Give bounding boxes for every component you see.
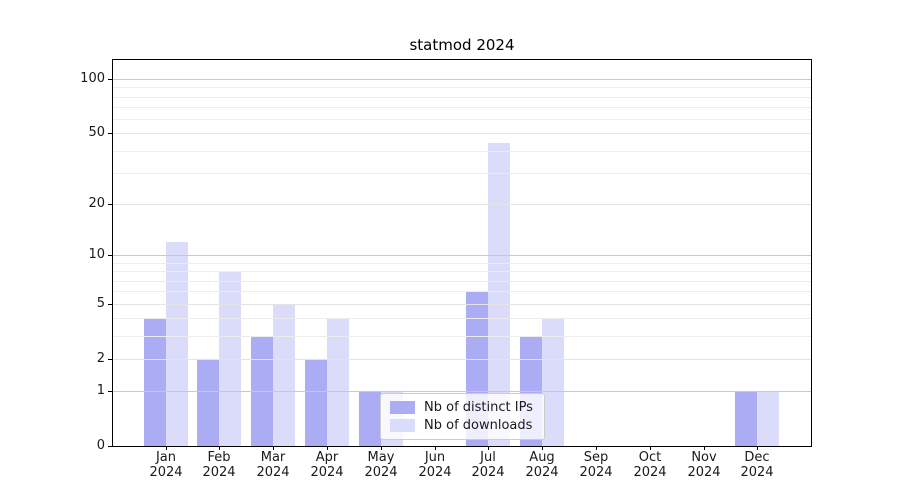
y-tick-5 xyxy=(108,304,112,305)
y-tick-label-20: 20 xyxy=(88,196,105,211)
minor-gridline-8 xyxy=(113,271,811,272)
bar-distinct-ips-may xyxy=(359,390,381,446)
plot-area xyxy=(112,59,812,447)
x-tick-label-aug: Aug 2024 xyxy=(525,450,559,480)
x-tick-dec xyxy=(757,446,758,450)
legend-label-distinct-ips: Nb of distinct IPs xyxy=(424,400,533,415)
major-gridline-50 xyxy=(113,133,811,134)
x-tick-jan xyxy=(166,446,167,450)
minor-gridline-9 xyxy=(113,263,811,264)
x-tick-jul xyxy=(488,446,489,450)
minor-gridline-80 xyxy=(113,97,811,98)
x-tick-label-nov: Nov 2024 xyxy=(687,450,721,480)
bar-downloads-apr xyxy=(327,318,349,446)
x-tick-label-sep: Sep 2024 xyxy=(579,450,613,480)
y-tick-label-100: 100 xyxy=(80,71,105,86)
y-tick-20 xyxy=(108,204,112,205)
x-tick-jun xyxy=(435,446,436,450)
x-tick-apr xyxy=(327,446,328,450)
legend-item-distinct-ips: Nb of distinct IPs xyxy=(390,400,535,415)
x-tick-label-jun: Jun 2024 xyxy=(418,450,452,480)
major-gridline-10 xyxy=(113,255,811,256)
x-tick-label-jul: Jul 2024 xyxy=(471,450,505,480)
major-gridline-20 xyxy=(113,204,811,205)
bar-distinct-ips-jan xyxy=(144,318,166,446)
legend-item-downloads: Nb of downloads xyxy=(390,418,535,433)
x-tick-label-dec: Dec 2024 xyxy=(740,450,774,480)
y-tick-label-2: 2 xyxy=(96,351,105,366)
y-tick-50 xyxy=(108,133,112,134)
y-tick-label-1: 1 xyxy=(96,383,105,398)
x-tick-oct xyxy=(650,446,651,450)
bar-downloads-dec xyxy=(757,390,779,446)
bar-distinct-ips-dec xyxy=(735,390,757,446)
minor-gridline-70 xyxy=(113,107,811,108)
bar-downloads-jul xyxy=(488,143,510,446)
minor-gridline-60 xyxy=(113,119,811,120)
y-tick-label-10: 10 xyxy=(88,247,105,262)
x-tick-label-jan: Jan 2024 xyxy=(149,450,183,480)
x-tick-label-apr: Apr 2024 xyxy=(310,450,344,480)
y-tick-0 xyxy=(108,446,112,447)
y-tick-label-5: 5 xyxy=(96,296,105,311)
minor-gridline-4 xyxy=(113,318,811,319)
x-tick-sep xyxy=(596,446,597,450)
major-gridline-5 xyxy=(113,304,811,305)
minor-gridline-3 xyxy=(113,336,811,337)
major-gridline-100 xyxy=(113,79,811,80)
x-tick-label-mar: Mar 2024 xyxy=(256,450,290,480)
y-tick-label-50: 50 xyxy=(88,125,105,140)
y-tick-100 xyxy=(108,79,112,80)
minor-gridline-6 xyxy=(113,291,811,292)
minor-gridline-30 xyxy=(113,173,811,174)
y-tick-label-0: 0 xyxy=(96,438,105,453)
y-tick-1 xyxy=(108,391,112,392)
legend-swatch-downloads xyxy=(390,419,415,432)
bar-distinct-ips-feb xyxy=(197,358,219,446)
x-tick-label-may: May 2024 xyxy=(364,450,398,480)
bar-downloads-jan xyxy=(166,242,188,446)
minor-gridline-7 xyxy=(113,281,811,282)
x-tick-mar xyxy=(273,446,274,450)
chart-title: statmod 2024 xyxy=(409,36,515,54)
major-gridline-2 xyxy=(113,359,811,360)
minor-gridline-90 xyxy=(113,87,811,88)
bar-downloads-mar xyxy=(273,303,295,446)
bar-distinct-ips-mar xyxy=(251,335,273,446)
x-tick-label-oct: Oct 2024 xyxy=(633,450,667,480)
x-tick-label-feb: Feb 2024 xyxy=(202,450,236,480)
x-tick-feb xyxy=(219,446,220,450)
legend: Nb of distinct IPs Nb of downloads xyxy=(380,393,545,440)
bar-downloads-aug xyxy=(542,318,564,446)
x-tick-may xyxy=(381,446,382,450)
y-tick-2 xyxy=(108,359,112,360)
major-gridline-1 xyxy=(113,391,811,392)
bar-downloads-feb xyxy=(219,271,241,446)
minor-gridline-40 xyxy=(113,151,811,152)
legend-swatch-distinct-ips xyxy=(390,401,415,414)
x-tick-aug xyxy=(542,446,543,450)
y-tick-10 xyxy=(108,255,112,256)
legend-label-downloads: Nb of downloads xyxy=(424,418,533,433)
bar-distinct-ips-apr xyxy=(305,358,327,446)
x-tick-nov xyxy=(704,446,705,450)
